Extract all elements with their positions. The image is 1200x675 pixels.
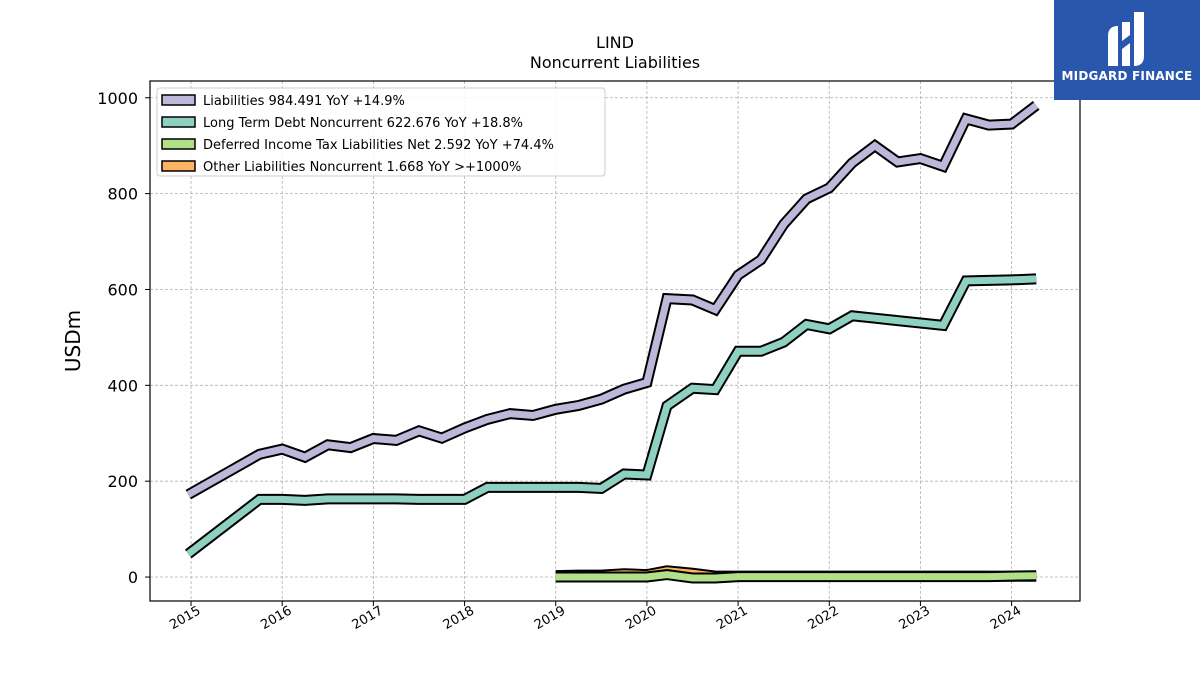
x-tick-label: 2023 [897,603,933,633]
legend-label: Long Term Debt Noncurrent 622.676 YoY +1… [203,116,523,131]
y-axis-label: USDm [61,310,85,372]
legend-swatch [161,160,196,172]
legend-swatch [161,94,196,106]
y-tick-label: 0 [128,568,138,587]
series-0 [185,101,1040,500]
plot-area-frame [149,80,1081,602]
y-tick-label: 400 [107,376,138,395]
x-tick-label: 2019 [532,603,568,633]
legend-label: Other Liabilities Noncurrent 1.668 YoY >… [203,160,521,175]
x-tick-label: 2020 [623,603,659,633]
brand-logo: MIDGARD FINANCE [1054,0,1200,100]
series-line [555,571,1037,582]
x-tick-label: 2015 [167,603,203,633]
y-tick-label: 600 [107,280,138,299]
x-tick-label: 2022 [805,603,841,633]
legend: Liabilities 984.491 YoY +14.9% Long Term … [156,87,606,177]
x-tick-label: 2021 [714,603,750,633]
x-tick-label: 2016 [258,603,294,633]
y-tick-label: 1000 [97,89,138,108]
y-tick-label: 200 [107,472,138,491]
legend-label: Liabilities 984.491 YoY +14.9% [203,94,405,109]
x-tick-label: 2024 [988,603,1024,633]
series-line [186,102,1039,498]
legend-box [156,87,606,177]
legend-swatch [161,138,196,150]
x-tick-label: 2017 [350,603,386,633]
legend-label: Deferred Income Tax Liabilities Net 2.59… [203,138,554,153]
series-layer [184,101,1040,584]
brand-name: MIDGARD FINANCE [1061,69,1193,83]
legend-swatch [161,116,196,128]
x-tick-label: 2018 [441,603,477,633]
series-line [186,275,1037,557]
series-2 [555,569,1037,584]
chart-title: LIND [596,33,634,52]
midgard-logo-icon [1108,12,1144,66]
series-1 [184,273,1037,559]
chart-subtitle: Noncurrent Liabilities [530,53,700,72]
y-tick-label: 800 [107,185,138,204]
